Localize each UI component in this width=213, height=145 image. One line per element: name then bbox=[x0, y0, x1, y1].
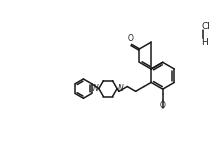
Text: O: O bbox=[160, 102, 166, 110]
Text: Cl: Cl bbox=[201, 22, 210, 31]
Text: O: O bbox=[128, 35, 134, 44]
Text: H: H bbox=[201, 38, 208, 47]
Text: N: N bbox=[92, 84, 98, 93]
Text: N: N bbox=[118, 84, 124, 93]
